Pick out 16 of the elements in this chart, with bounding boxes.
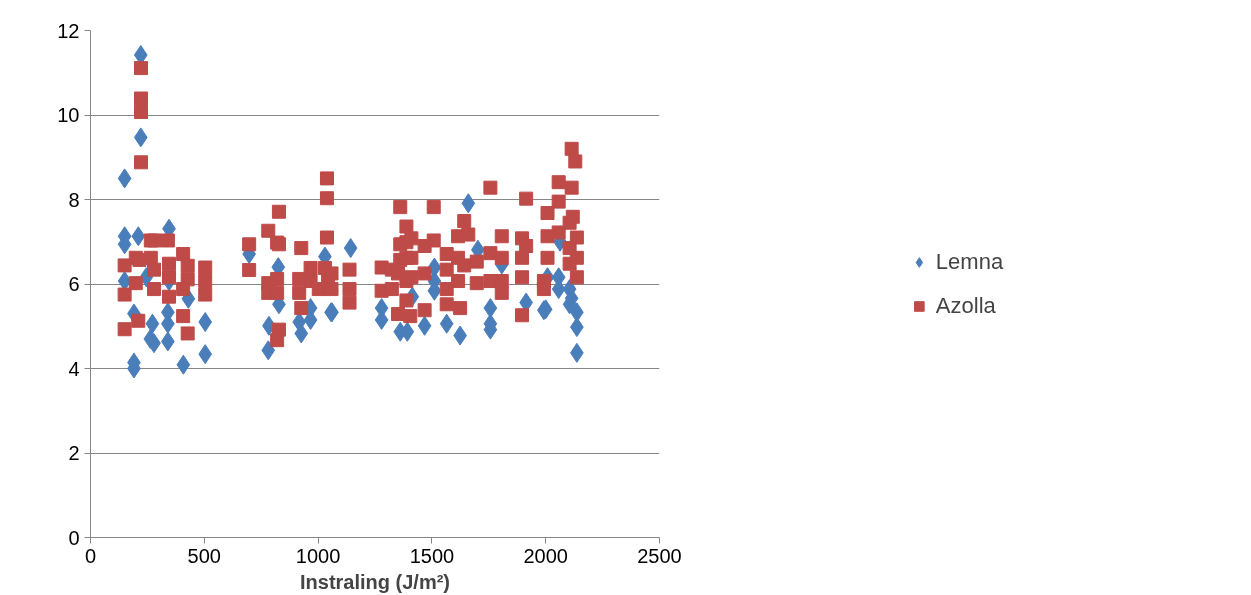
x-axis-title: Instraling (J/m²) xyxy=(300,570,451,593)
legend-label: Lemna xyxy=(935,248,1004,275)
y-tick-label: 2 xyxy=(68,442,80,464)
x-tick-label: 2500 xyxy=(637,544,682,567)
y-tick-label: 6 xyxy=(68,273,80,295)
x-tick-label: 500 xyxy=(187,544,221,567)
x-tick-label: 1000 xyxy=(295,544,341,567)
y-tick-label: 8 xyxy=(68,188,80,211)
x-tick-label: 2000 xyxy=(523,544,568,567)
legend-label: Azolla xyxy=(935,292,996,319)
x-tick-label: 1500 xyxy=(409,544,455,567)
x-tick-label: 0 xyxy=(84,544,97,567)
y-tick-label: 10 xyxy=(57,104,80,126)
y-tick-label: 0 xyxy=(68,526,80,549)
y-tick-label: 12 xyxy=(57,19,80,42)
y-tick-label: 4 xyxy=(68,357,80,380)
